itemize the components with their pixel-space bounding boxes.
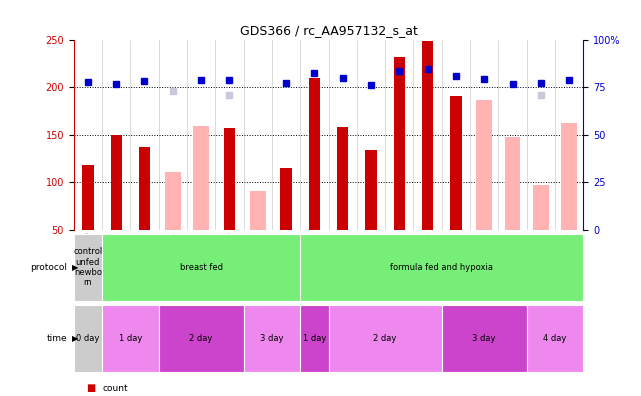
Bar [139, 147, 150, 230]
Bar [504, 137, 520, 230]
Bar [159, 305, 244, 372]
Text: 0 day: 0 day [76, 334, 99, 343]
Bar [244, 305, 300, 372]
Text: 3 day: 3 day [472, 334, 496, 343]
Bar [74, 305, 102, 372]
Bar [74, 234, 102, 301]
Bar [422, 40, 433, 230]
Bar [82, 165, 94, 230]
Bar [309, 78, 320, 230]
Bar [300, 234, 583, 301]
Bar [300, 305, 329, 372]
Bar [102, 234, 300, 301]
Bar [194, 126, 209, 230]
Text: protocol: protocol [30, 263, 67, 272]
Bar [365, 150, 377, 230]
Text: ▶: ▶ [72, 263, 79, 272]
Bar [450, 96, 462, 230]
Bar [280, 168, 292, 230]
Bar [224, 128, 235, 230]
Bar [165, 172, 181, 230]
Text: breast fed: breast fed [179, 263, 222, 272]
Bar [476, 101, 492, 230]
Text: 1 day: 1 day [303, 334, 326, 343]
Bar [110, 135, 122, 230]
Bar [329, 305, 442, 372]
Bar [442, 305, 527, 372]
Text: time: time [47, 334, 67, 343]
Text: 2 day: 2 day [190, 334, 213, 343]
Text: count: count [103, 384, 128, 392]
Text: 1 day: 1 day [119, 334, 142, 343]
Bar [527, 305, 583, 372]
Text: 3 day: 3 day [260, 334, 283, 343]
Bar [394, 57, 405, 230]
Bar [533, 185, 549, 230]
Text: control
unfed
newbo
rn: control unfed newbo rn [73, 247, 103, 287]
Bar [562, 123, 577, 230]
Title: GDS366 / rc_AA957132_s_at: GDS366 / rc_AA957132_s_at [240, 24, 417, 37]
Bar [337, 127, 348, 230]
Text: ■: ■ [87, 383, 96, 393]
Bar [102, 305, 159, 372]
Text: ▶: ▶ [72, 334, 79, 343]
Bar [250, 191, 265, 230]
Text: formula fed and hypoxia: formula fed and hypoxia [390, 263, 494, 272]
Text: 4 day: 4 day [544, 334, 567, 343]
Text: 2 day: 2 day [374, 334, 397, 343]
